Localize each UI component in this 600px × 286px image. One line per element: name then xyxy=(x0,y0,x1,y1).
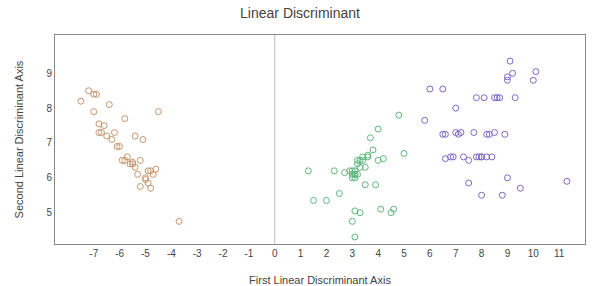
svg-text:3: 3 xyxy=(350,248,356,259)
svg-text:7: 7 xyxy=(46,137,52,148)
svg-text:-7: -7 xyxy=(89,248,98,259)
svg-text:2: 2 xyxy=(324,248,330,259)
svg-text:-1: -1 xyxy=(244,248,253,259)
svg-text:First Linear Discriminant Axis: First Linear Discriminant Axis xyxy=(249,274,391,286)
svg-text:-2: -2 xyxy=(219,248,228,259)
svg-text:11: 11 xyxy=(554,248,565,259)
svg-text:9: 9 xyxy=(46,68,52,79)
svg-text:8: 8 xyxy=(479,248,485,259)
svg-text:-5: -5 xyxy=(141,248,150,259)
svg-text:5: 5 xyxy=(46,207,52,218)
svg-text:6: 6 xyxy=(427,248,433,259)
svg-text:10: 10 xyxy=(528,248,540,259)
svg-text:5: 5 xyxy=(401,248,407,259)
svg-text:7: 7 xyxy=(453,248,459,259)
svg-text:9: 9 xyxy=(505,248,511,259)
svg-text:-4: -4 xyxy=(167,248,176,259)
svg-text:Linear Discriminant: Linear Discriminant xyxy=(240,5,360,21)
svg-text:4: 4 xyxy=(375,248,381,259)
svg-text:Second Linear Discriminant Axi: Second Linear Discriminant Axis xyxy=(13,60,25,218)
svg-text:6: 6 xyxy=(46,172,52,183)
svg-text:1: 1 xyxy=(298,248,304,259)
svg-text:0: 0 xyxy=(272,248,278,259)
svg-text:-3: -3 xyxy=(193,248,202,259)
svg-text:8: 8 xyxy=(46,103,52,114)
svg-text:-6: -6 xyxy=(115,248,124,259)
